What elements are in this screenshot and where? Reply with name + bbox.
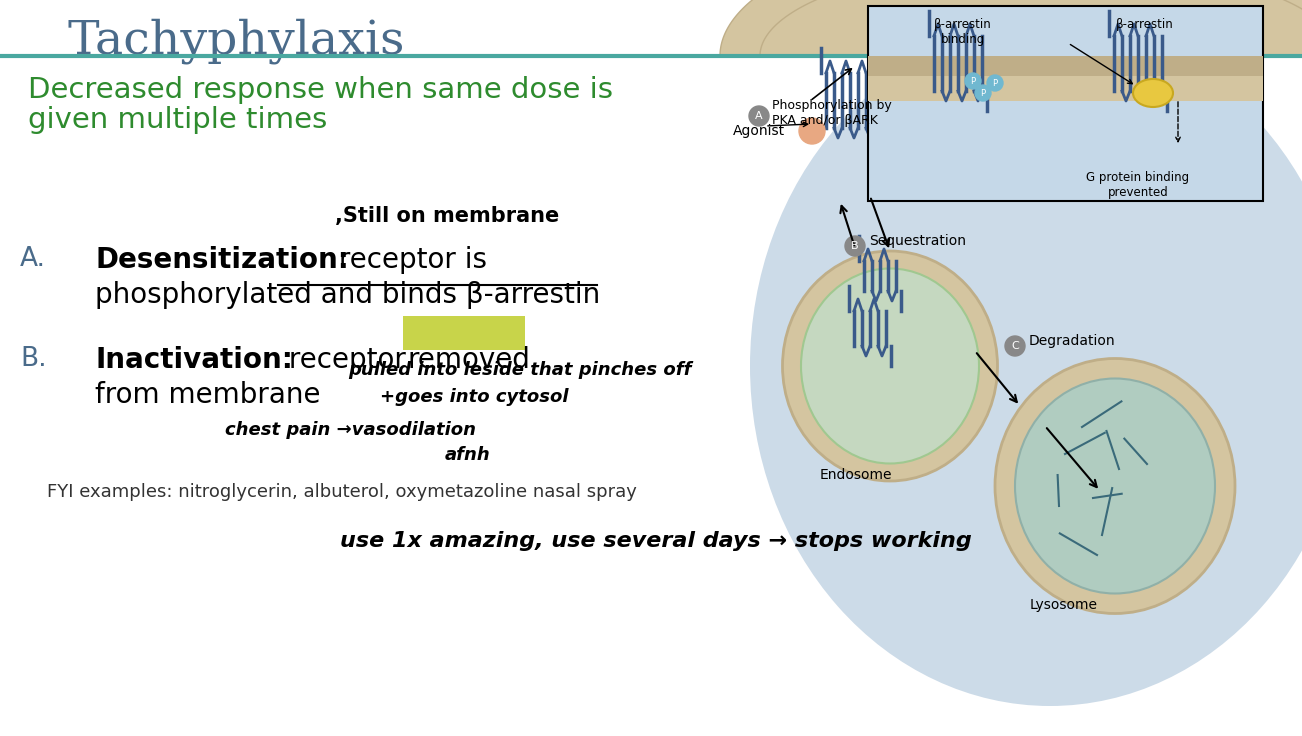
Text: +goes into cytosol: +goes into cytosol bbox=[380, 388, 569, 406]
Circle shape bbox=[975, 85, 991, 101]
Text: β-arrestin: β-arrestin bbox=[1116, 18, 1173, 31]
Text: Lysosome: Lysosome bbox=[1030, 598, 1098, 612]
Text: Phosphorylation by
PKA and/or βARK: Phosphorylation by PKA and/or βARK bbox=[772, 99, 892, 127]
Text: use 1x amazing, use several days → stops working: use 1x amazing, use several days → stops… bbox=[340, 531, 971, 551]
Text: P: P bbox=[980, 88, 986, 97]
FancyBboxPatch shape bbox=[868, 56, 1263, 76]
Text: Agonist: Agonist bbox=[733, 124, 785, 138]
Text: receptor: receptor bbox=[280, 346, 415, 374]
Circle shape bbox=[749, 106, 769, 126]
Text: Endosome: Endosome bbox=[820, 468, 892, 482]
Text: A: A bbox=[755, 111, 763, 121]
Text: Sequestration: Sequestration bbox=[868, 234, 966, 248]
Text: ,Still on membrane: ,Still on membrane bbox=[335, 206, 560, 226]
Text: P: P bbox=[970, 77, 975, 85]
PathPatch shape bbox=[720, 0, 1302, 56]
Text: from membrane: from membrane bbox=[95, 381, 320, 409]
Text: P: P bbox=[992, 79, 997, 88]
Ellipse shape bbox=[995, 358, 1236, 614]
FancyBboxPatch shape bbox=[868, 6, 1263, 201]
Ellipse shape bbox=[750, 26, 1302, 706]
Text: Inactivation:: Inactivation: bbox=[95, 346, 293, 374]
Text: removed: removed bbox=[408, 346, 531, 374]
Ellipse shape bbox=[1016, 378, 1215, 593]
Text: B.: B. bbox=[20, 346, 47, 372]
FancyBboxPatch shape bbox=[404, 316, 525, 350]
Ellipse shape bbox=[783, 251, 997, 481]
Text: Decreased response when same dose is: Decreased response when same dose is bbox=[29, 76, 613, 104]
Text: chest pain →vasodilation: chest pain →vasodilation bbox=[225, 421, 477, 439]
Text: β-arrestin
binding: β-arrestin binding bbox=[934, 18, 992, 46]
Circle shape bbox=[1005, 336, 1025, 356]
Text: Degradation: Degradation bbox=[1029, 334, 1116, 348]
Text: pulled into leside that pinches off: pulled into leside that pinches off bbox=[348, 361, 691, 379]
Circle shape bbox=[845, 236, 865, 256]
Text: Tachyphylaxis: Tachyphylaxis bbox=[68, 18, 405, 64]
Text: afnh: afnh bbox=[445, 446, 491, 464]
Text: phosphorylated and binds β-arrestin: phosphorylated and binds β-arrestin bbox=[95, 281, 600, 309]
Text: A.: A. bbox=[20, 246, 46, 272]
Circle shape bbox=[965, 73, 980, 89]
Text: receptor is: receptor is bbox=[329, 246, 487, 274]
Ellipse shape bbox=[801, 269, 979, 464]
Ellipse shape bbox=[1133, 79, 1173, 107]
Circle shape bbox=[799, 118, 825, 144]
Circle shape bbox=[987, 75, 1003, 91]
Text: G protein binding
prevented: G protein binding prevented bbox=[1086, 171, 1190, 199]
Text: FYI examples: nitroglycerin, albuterol, oxymetazoline nasal spray: FYI examples: nitroglycerin, albuterol, … bbox=[47, 483, 637, 501]
FancyBboxPatch shape bbox=[868, 56, 1263, 101]
Text: B: B bbox=[852, 241, 859, 251]
Text: C: C bbox=[1012, 341, 1019, 351]
Text: Desensitization:: Desensitization: bbox=[95, 246, 349, 274]
Text: given multiple times: given multiple times bbox=[29, 106, 327, 134]
